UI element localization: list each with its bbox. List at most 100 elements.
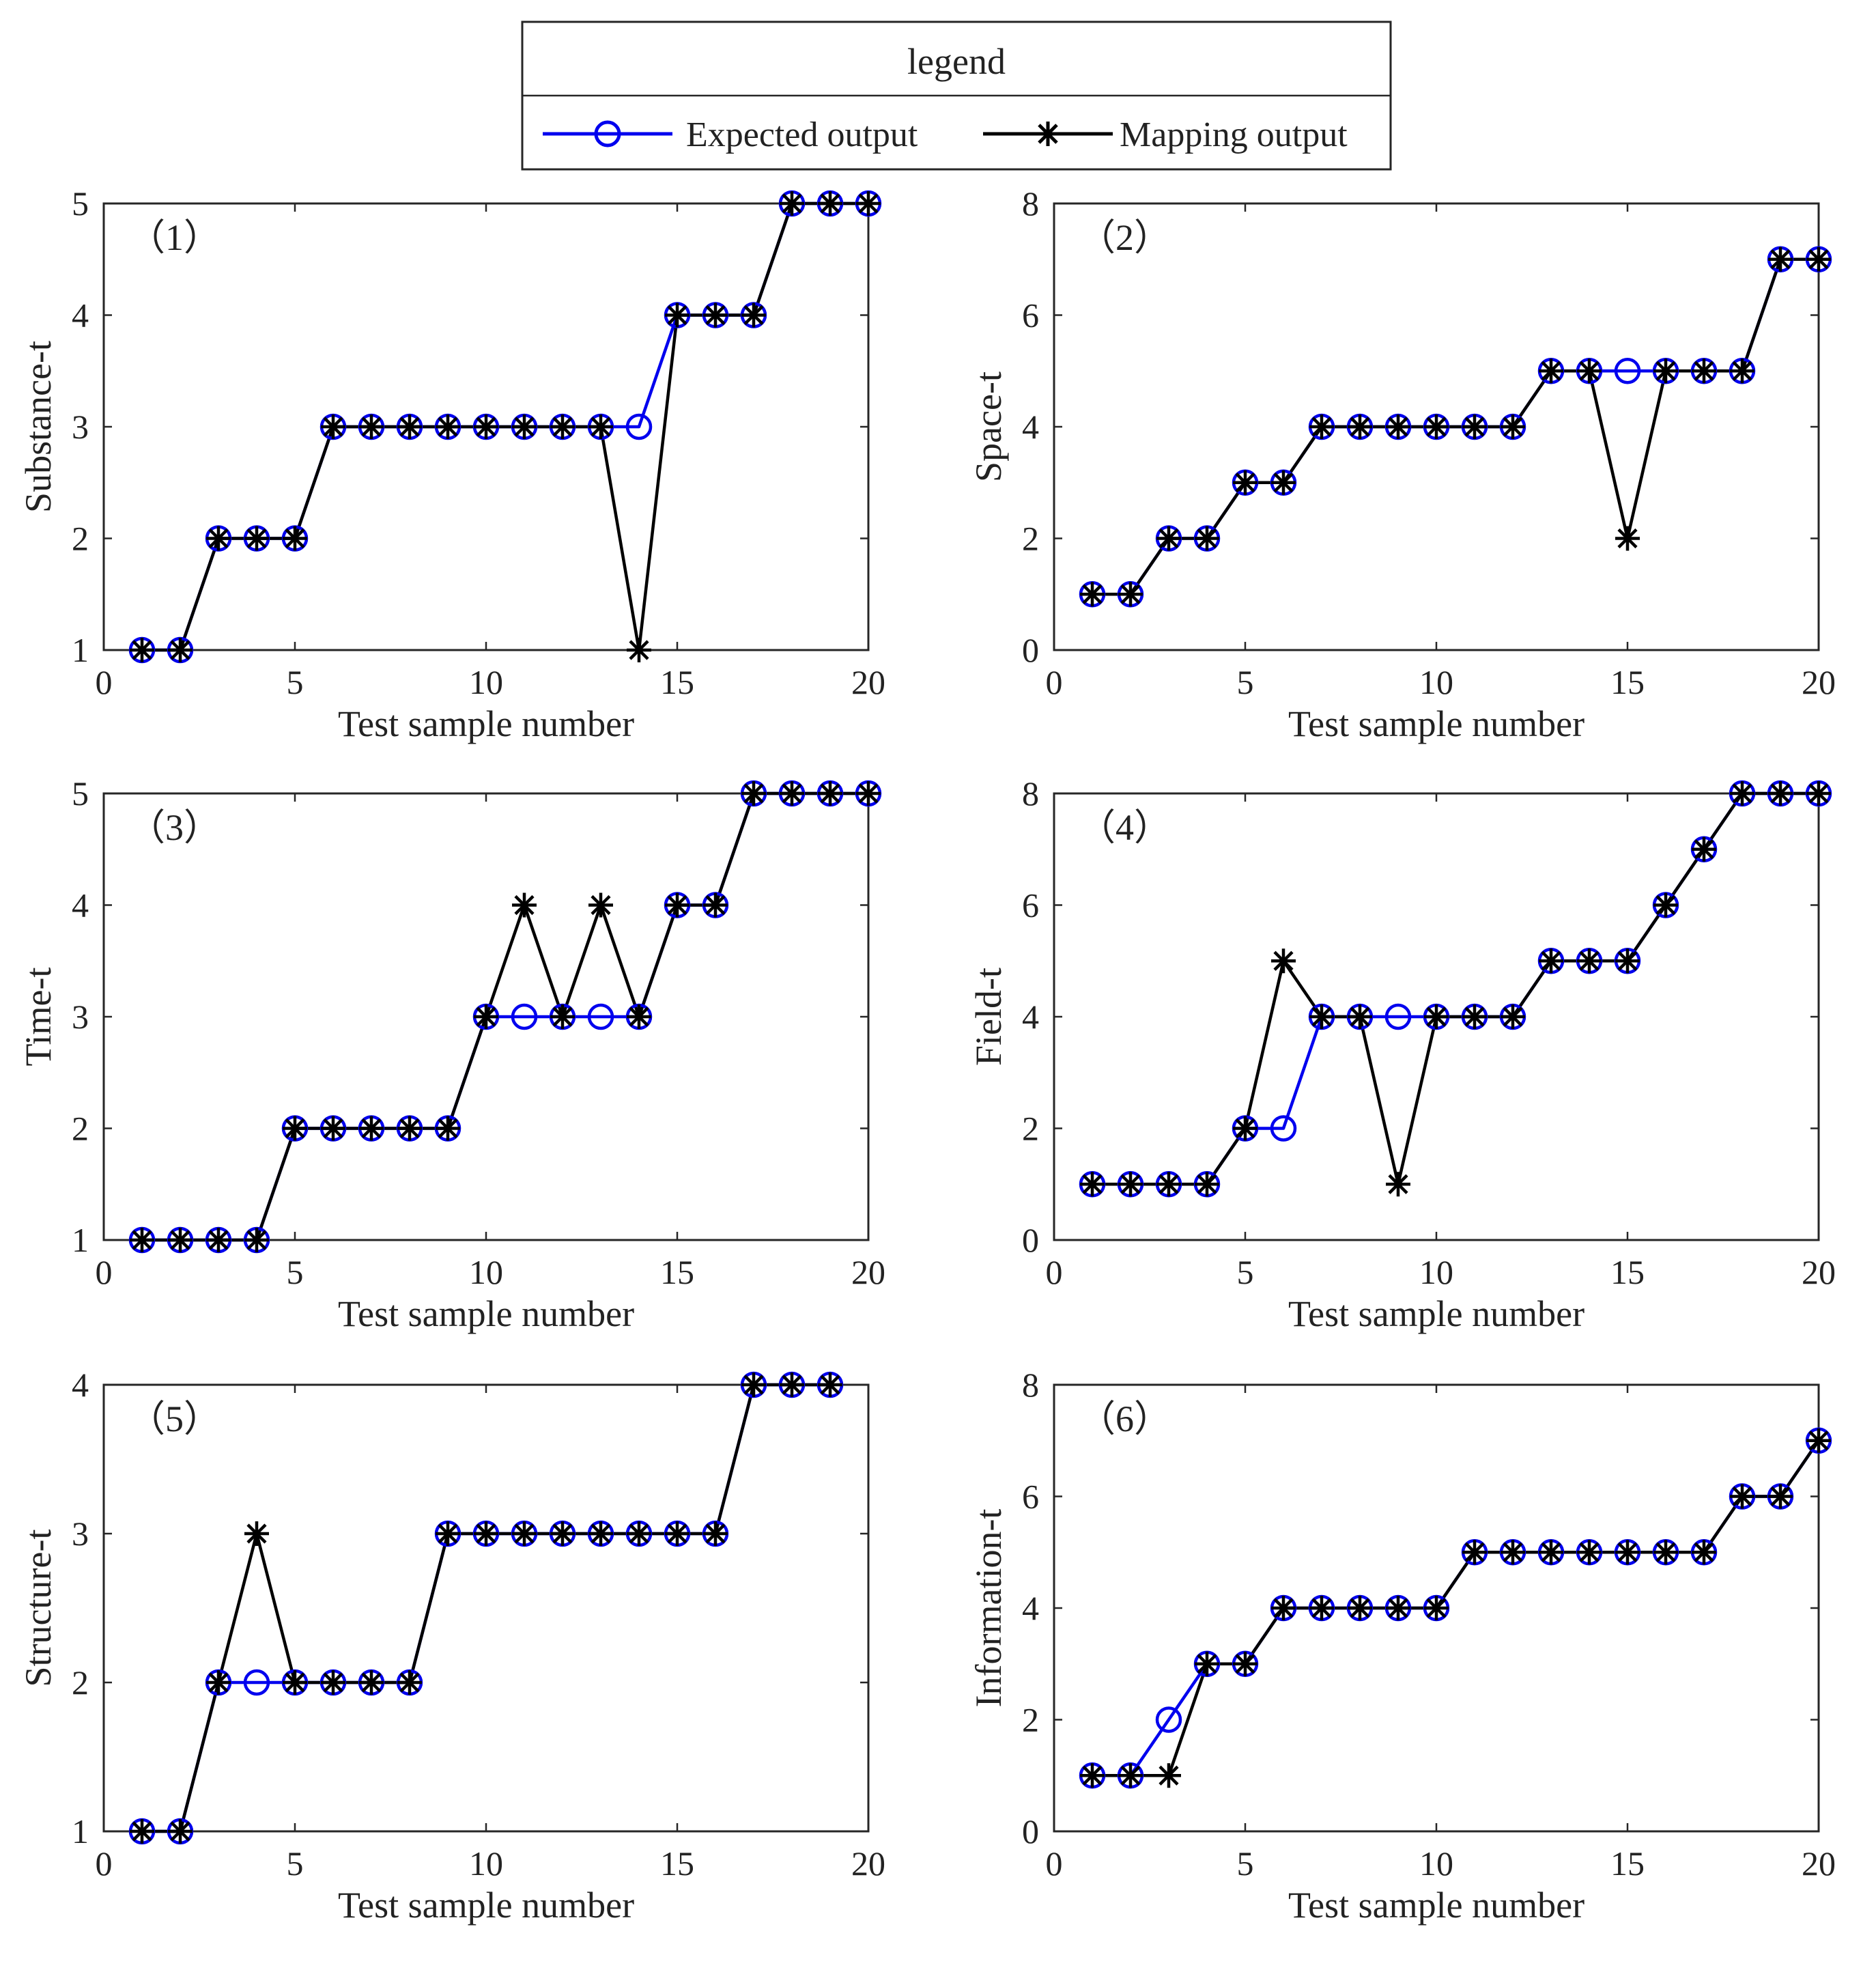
point-mapping bbox=[703, 1521, 728, 1546]
x-tick-label: 5 bbox=[287, 663, 304, 701]
point-mapping bbox=[1730, 781, 1754, 806]
point-mapping bbox=[1348, 1004, 1372, 1029]
point-mapping bbox=[206, 1228, 231, 1252]
point-mapping bbox=[1539, 948, 1563, 974]
point-mapping bbox=[1806, 781, 1831, 806]
point-mapping bbox=[1118, 1763, 1143, 1788]
y-tick-label: 4 bbox=[1022, 1589, 1039, 1627]
point-mapping bbox=[1462, 1540, 1487, 1565]
x-tick-label: 0 bbox=[1046, 1844, 1063, 1883]
legend: legend Expected output Mapping output bbox=[521, 20, 1392, 171]
x-tick-label: 5 bbox=[287, 1844, 304, 1883]
point-mapping bbox=[512, 414, 537, 439]
y-tick-label: 2 bbox=[72, 1110, 89, 1148]
point-mapping bbox=[1768, 781, 1793, 806]
point-mapping bbox=[1424, 1596, 1449, 1620]
panel-6: 0 5 10 15 20 0 2 4 6 8 Test sample number Informati… bbox=[968, 1366, 1836, 1926]
panel-2: 0 5 10 15 20 0 2 4 6 8 Test sample number Space-t （2… bbox=[968, 184, 1836, 744]
point-mapping bbox=[818, 1372, 842, 1397]
point-mapping bbox=[741, 302, 766, 328]
x-tick-label: 0 bbox=[96, 1844, 113, 1883]
point-mapping bbox=[703, 892, 728, 918]
panel-label: （3） bbox=[128, 807, 221, 848]
x-tick-label: 10 bbox=[1419, 1844, 1453, 1883]
point-mapping bbox=[1309, 414, 1334, 439]
point-mapping bbox=[818, 781, 842, 806]
legend-expected-label: Expected output bbox=[686, 115, 918, 154]
x-tick-label: 20 bbox=[851, 1253, 885, 1291]
point-mapping bbox=[1615, 948, 1640, 974]
point-mapping bbox=[1080, 582, 1105, 607]
point-mapping bbox=[1653, 892, 1678, 918]
point-mapping bbox=[1233, 1651, 1257, 1676]
point-mapping bbox=[1653, 358, 1678, 384]
x-tick-label: 0 bbox=[1046, 663, 1063, 701]
panel-4: 0 5 10 15 20 0 2 4 6 8 Test sample number Field-t （4… bbox=[968, 774, 1836, 1334]
legend-entry-expected: Expected output bbox=[543, 115, 918, 154]
point-mapping bbox=[436, 1116, 460, 1141]
point-mapping bbox=[1730, 358, 1754, 384]
point-mapping bbox=[1615, 1540, 1640, 1565]
panel-1: 0 5 10 15 20 1 2 3 4 5 Test sample number Substance… bbox=[18, 184, 885, 744]
legend-expected-marker bbox=[594, 120, 621, 147]
y-tick-label: 3 bbox=[72, 998, 89, 1036]
panel-label: （4） bbox=[1079, 807, 1171, 848]
point-expected bbox=[1614, 358, 1641, 384]
point-mapping bbox=[1195, 1651, 1219, 1676]
x-tick-label: 15 bbox=[660, 663, 694, 701]
x-tick-label: 0 bbox=[1046, 1253, 1063, 1291]
x-tick-label: 20 bbox=[1802, 1844, 1836, 1883]
y-tick-label: 0 bbox=[1022, 1812, 1039, 1850]
point-mapping bbox=[244, 526, 269, 551]
point-mapping bbox=[1233, 470, 1257, 495]
point-expected bbox=[587, 1003, 614, 1030]
x-tick-label: 10 bbox=[469, 1844, 503, 1883]
point-mapping bbox=[1271, 948, 1296, 974]
point-mapping bbox=[130, 1228, 154, 1252]
y-tick-label: 8 bbox=[1022, 184, 1039, 223]
point-mapping bbox=[244, 1228, 269, 1252]
point-mapping bbox=[1730, 1484, 1754, 1509]
x-tick-label: 10 bbox=[1419, 1253, 1453, 1291]
point-mapping bbox=[359, 1670, 384, 1695]
point-mapping bbox=[436, 1521, 460, 1546]
point-mapping bbox=[1692, 1540, 1716, 1565]
x-tick-label: 15 bbox=[1610, 663, 1645, 701]
point-mapping bbox=[665, 892, 690, 918]
point-mapping bbox=[283, 1116, 307, 1141]
point-mapping bbox=[283, 526, 307, 551]
point-mapping bbox=[1118, 582, 1143, 607]
point-mapping bbox=[474, 414, 498, 439]
x-axis-label: Test sample number bbox=[1288, 703, 1584, 744]
y-tick-label: 2 bbox=[1022, 1701, 1039, 1739]
point-mapping bbox=[1462, 414, 1487, 439]
point-expected bbox=[511, 1003, 538, 1030]
point-mapping bbox=[1462, 1004, 1487, 1029]
point-mapping bbox=[741, 781, 766, 806]
y-tick-label: 5 bbox=[72, 774, 89, 813]
point-mapping bbox=[741, 1372, 766, 1397]
point-mapping bbox=[818, 191, 842, 216]
point-mapping bbox=[1577, 948, 1602, 974]
y-tick-label: 6 bbox=[1022, 1478, 1039, 1516]
x-axis-label: Test sample number bbox=[338, 703, 634, 744]
point-expected bbox=[1384, 1003, 1412, 1030]
point-mapping bbox=[168, 1819, 193, 1844]
point-mapping bbox=[627, 638, 651, 662]
point-mapping bbox=[1424, 1004, 1449, 1029]
point-mapping bbox=[1156, 1763, 1181, 1788]
y-axis-label: Structure-t bbox=[18, 1530, 59, 1687]
point-mapping bbox=[856, 191, 881, 216]
y-tick-label: 4 bbox=[1022, 998, 1039, 1036]
point-mapping bbox=[588, 414, 613, 439]
point-mapping bbox=[1692, 358, 1716, 384]
x-axis-label: Test sample number bbox=[1288, 1885, 1584, 1926]
y-tick-label: 8 bbox=[1022, 1366, 1039, 1404]
legend-mapping-marker bbox=[1036, 122, 1060, 146]
y-tick-label: 2 bbox=[1022, 1110, 1039, 1148]
y-axis-label: Substance-t bbox=[18, 341, 59, 513]
y-tick-label: 4 bbox=[72, 886, 89, 925]
point-mapping bbox=[588, 1521, 613, 1546]
